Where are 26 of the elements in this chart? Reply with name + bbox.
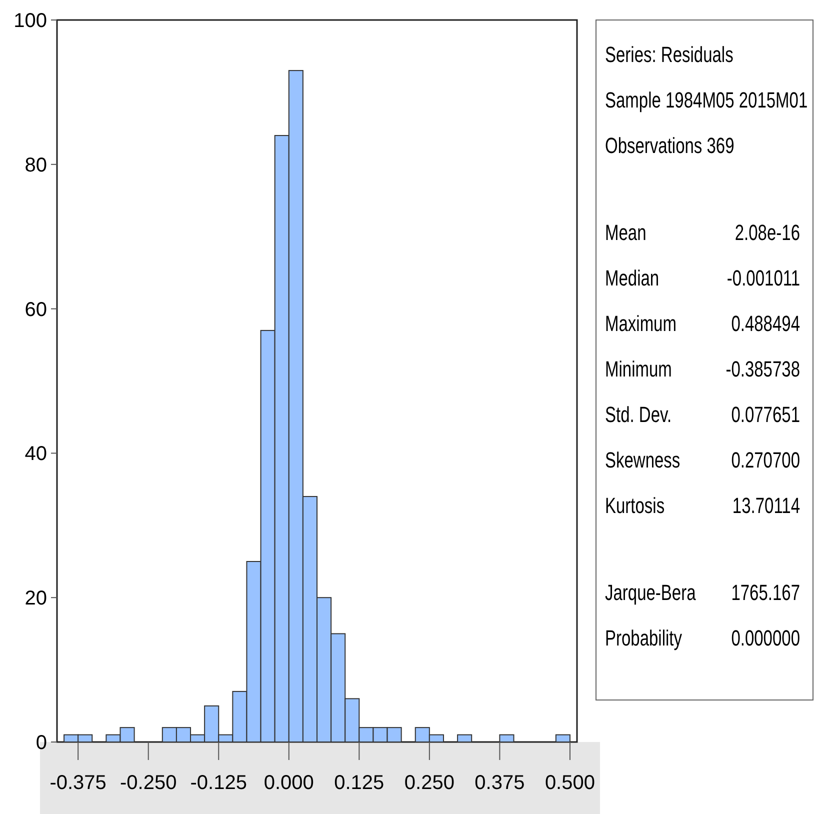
text: Median -0.001011 (605, 266, 800, 292)
x-tick-label: -0.125 (190, 772, 247, 794)
text: Mean 2.08e-16 (605, 220, 800, 246)
x-tick-label: 0.500 (544, 772, 596, 794)
y-tick-label: 20 (24, 588, 47, 610)
x-tick-label: -0.375 (50, 772, 106, 794)
text: Probability 0.000000 (605, 626, 800, 652)
text: Series: Residuals (605, 42, 734, 68)
text: Std. Dev. 0.077651 (605, 402, 800, 428)
y-tick-label: 100 (14, 10, 47, 32)
x-tick-label: -0.250 (120, 772, 177, 794)
text: Sample 1984M05 2015M01 (605, 88, 808, 114)
text: Jarque-Bera 1765.167 (605, 580, 800, 606)
text: Kurtosis 13.70114 (605, 494, 800, 519)
x-tick-label: 0.375 (474, 772, 525, 794)
y-tick-label: 40 (24, 443, 47, 466)
x-tick-label: 0.250 (404, 772, 454, 794)
y-tick-label: 0 (36, 732, 47, 754)
text: Skewness 0.270700 (605, 448, 800, 474)
y-tick-label: 60 (24, 298, 47, 321)
text: Observations 369 (605, 134, 734, 159)
x-tick-label: 0.125 (334, 772, 384, 794)
y-tick-label: 80 (24, 154, 47, 176)
text: Minimum -0.385738 (605, 357, 800, 382)
x-tick-label: 0.000 (264, 772, 314, 794)
text: Maximum 0.488494 (605, 312, 800, 337)
